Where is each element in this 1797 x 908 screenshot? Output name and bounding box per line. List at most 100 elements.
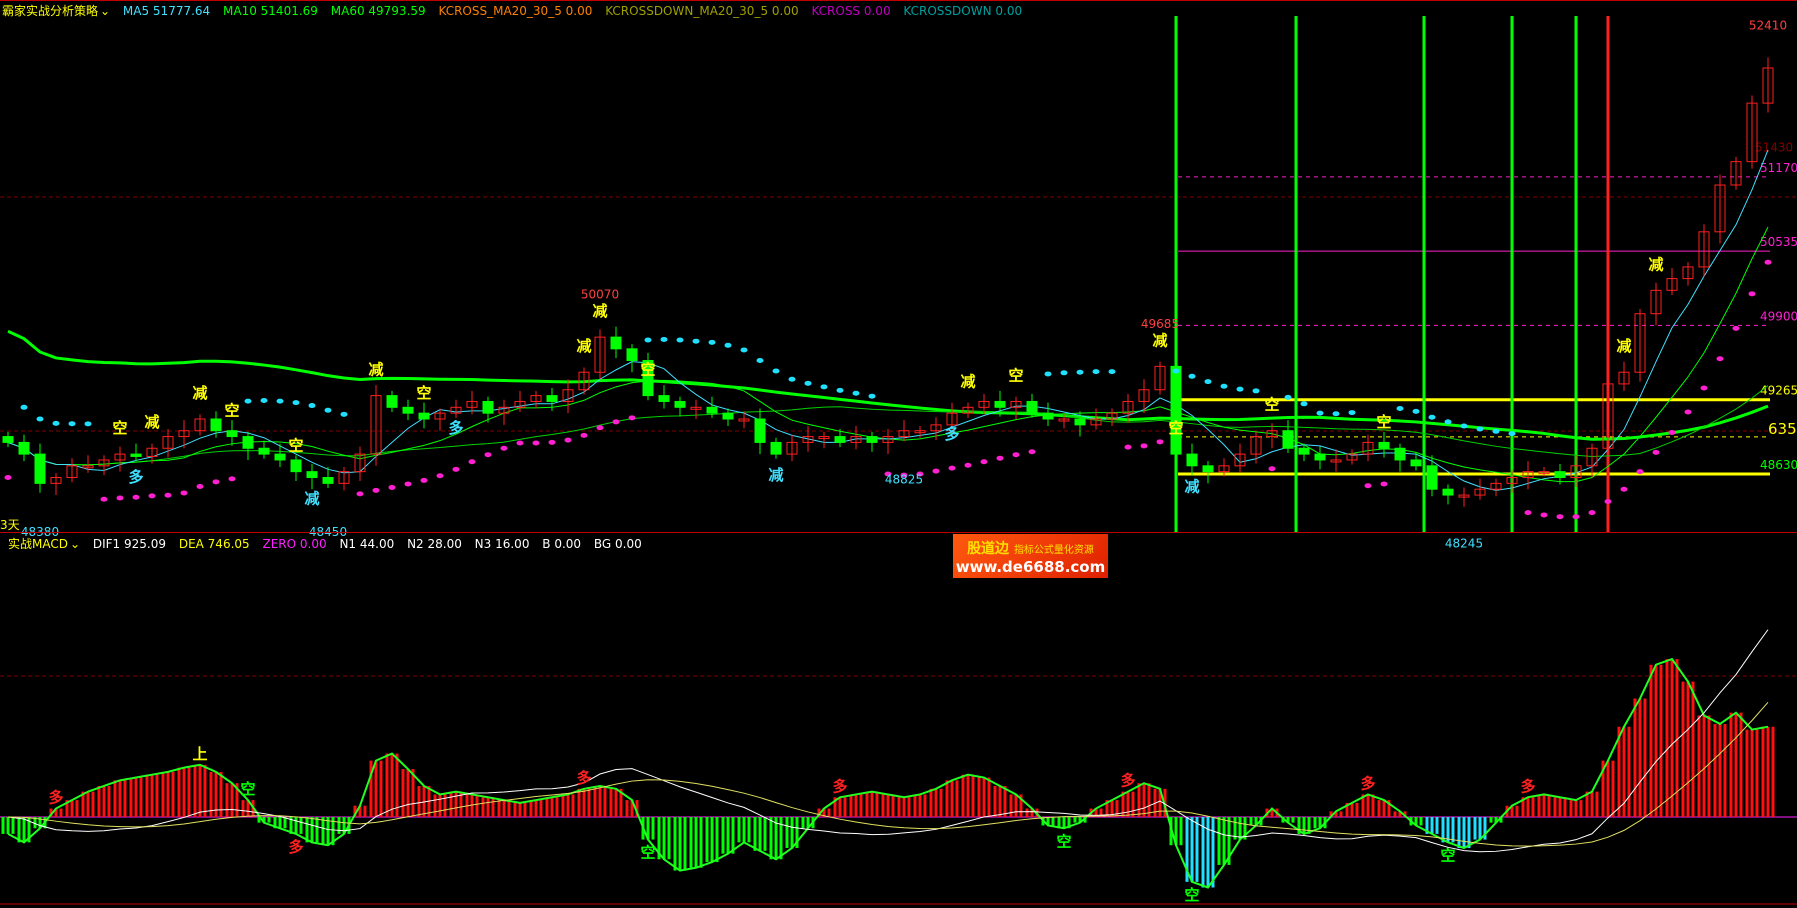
candle-body xyxy=(914,430,926,434)
price-extreme-label: 48825 xyxy=(885,472,923,486)
candle-body xyxy=(578,371,590,391)
sar-dot xyxy=(68,421,76,427)
candle-body xyxy=(1570,465,1582,479)
candle-body xyxy=(1154,365,1166,391)
sar-dot xyxy=(244,398,252,404)
sar-dot xyxy=(772,368,780,374)
sar-dot xyxy=(1492,428,1500,434)
candle-body xyxy=(130,453,142,457)
sar-dot xyxy=(340,411,348,417)
candle-body xyxy=(610,336,622,350)
macd-signal-label: 空 xyxy=(240,780,255,798)
macd-indicator-selector[interactable]: 实战MACD ⌄ xyxy=(8,537,80,551)
sar-dot xyxy=(1588,510,1596,516)
price-extreme-label: 52410 xyxy=(1749,18,1787,32)
sar-dot xyxy=(1268,466,1276,472)
signal-label: 减 xyxy=(592,302,607,320)
signal-label: 空 xyxy=(1168,419,1183,437)
ma5-value: MA5 51777.64 xyxy=(122,4,211,18)
candle-body xyxy=(1186,453,1198,467)
indicator-selector[interactable]: 霸家实战分析策略 ⌄ xyxy=(2,4,110,18)
candle-body xyxy=(1282,430,1294,449)
dea-value: DEA 746.05 xyxy=(178,537,250,551)
candle-body xyxy=(1170,365,1182,455)
signal-label: 多 xyxy=(944,425,959,443)
chevron-down-icon: ⌄ xyxy=(69,537,81,551)
sar-dot xyxy=(1300,401,1308,407)
candle-body xyxy=(290,459,302,473)
candle-body xyxy=(978,400,990,408)
signal-label: 减 xyxy=(192,384,207,402)
sar-dot xyxy=(1220,383,1228,389)
sar-dot xyxy=(756,358,764,364)
sar-dot xyxy=(1636,469,1644,475)
candle-body xyxy=(1442,488,1454,496)
candle-body xyxy=(1490,482,1502,490)
sar-dot xyxy=(1684,409,1692,415)
macd-signal-label: 多 xyxy=(1520,777,1535,795)
pane-divider[interactable] xyxy=(0,532,1797,533)
period-label: 3天 xyxy=(0,518,20,532)
sar-dot xyxy=(1156,439,1164,445)
candle-body xyxy=(738,418,750,422)
sar-dot xyxy=(948,465,956,471)
signal-label: 空 xyxy=(1008,366,1023,384)
level-label: 51170 xyxy=(1760,161,1797,175)
sar-dot xyxy=(964,462,972,468)
sar-dot xyxy=(212,479,220,485)
sar-dot xyxy=(1396,405,1404,411)
sar-dot xyxy=(1460,423,1468,429)
price-extreme-label: 49685 xyxy=(1141,317,1179,331)
sar-dot xyxy=(1172,368,1180,374)
sar-dot xyxy=(1236,386,1244,392)
main-indicator-legend: 霸家实战分析策略 ⌄ MA5 51777.64 MA10 51401.69 MA6… xyxy=(2,2,1031,19)
candle-body xyxy=(1586,447,1598,467)
macd-signal-label: 上 xyxy=(192,745,207,763)
candle-body xyxy=(386,395,398,408)
sar-dot xyxy=(1348,410,1356,416)
sar-dot xyxy=(1204,379,1212,385)
dif-value: DIF1 925.09 xyxy=(92,537,166,551)
candle-body xyxy=(1042,412,1054,420)
candle-body xyxy=(882,436,894,443)
sar-dot xyxy=(132,494,140,500)
sar-dot xyxy=(724,342,732,348)
candle-body xyxy=(354,453,366,473)
signal-label: 空 xyxy=(1376,413,1391,431)
candle-body xyxy=(1426,465,1438,490)
candle-body xyxy=(930,424,942,432)
signal-label: 空 xyxy=(640,361,655,379)
chevron-down-icon: ⌄ xyxy=(100,4,111,18)
candle-body xyxy=(1634,313,1646,373)
candle-body xyxy=(1474,488,1486,496)
sar-dot xyxy=(52,420,60,426)
sar-dot xyxy=(1028,449,1036,455)
sar-dot xyxy=(612,419,620,425)
sar-dot xyxy=(1108,369,1116,375)
macd-signal-label: 多 xyxy=(832,777,847,795)
dea-line xyxy=(7,701,1769,847)
candle-body xyxy=(34,453,46,484)
candle-body xyxy=(1650,289,1662,315)
sar-dot xyxy=(1076,369,1084,375)
sar-dot xyxy=(628,415,636,421)
macd-signal-label: 多 xyxy=(288,838,303,856)
candle-body xyxy=(1618,371,1630,385)
ma10-value: MA10 51401.69 xyxy=(223,4,318,18)
sar-dot xyxy=(1428,414,1436,420)
price-extreme-label: 48380 xyxy=(21,525,59,539)
candle-body xyxy=(834,436,846,443)
kcrossdown-ma-value: KCROSSDOWN_MA20_30_5 0.00 xyxy=(605,4,799,18)
sar-dot xyxy=(1540,512,1548,518)
sar-dot xyxy=(708,339,716,345)
candle-body xyxy=(690,406,702,410)
sar-dot xyxy=(1444,419,1452,425)
sar-dot xyxy=(804,380,812,386)
sar-dot xyxy=(20,404,28,410)
sar-dot xyxy=(84,421,92,427)
sar-dot xyxy=(596,425,604,431)
sar-dot xyxy=(644,337,652,343)
zero-value: ZERO 0.00 xyxy=(262,537,327,551)
n2-value: N2 28.00 xyxy=(407,537,462,551)
